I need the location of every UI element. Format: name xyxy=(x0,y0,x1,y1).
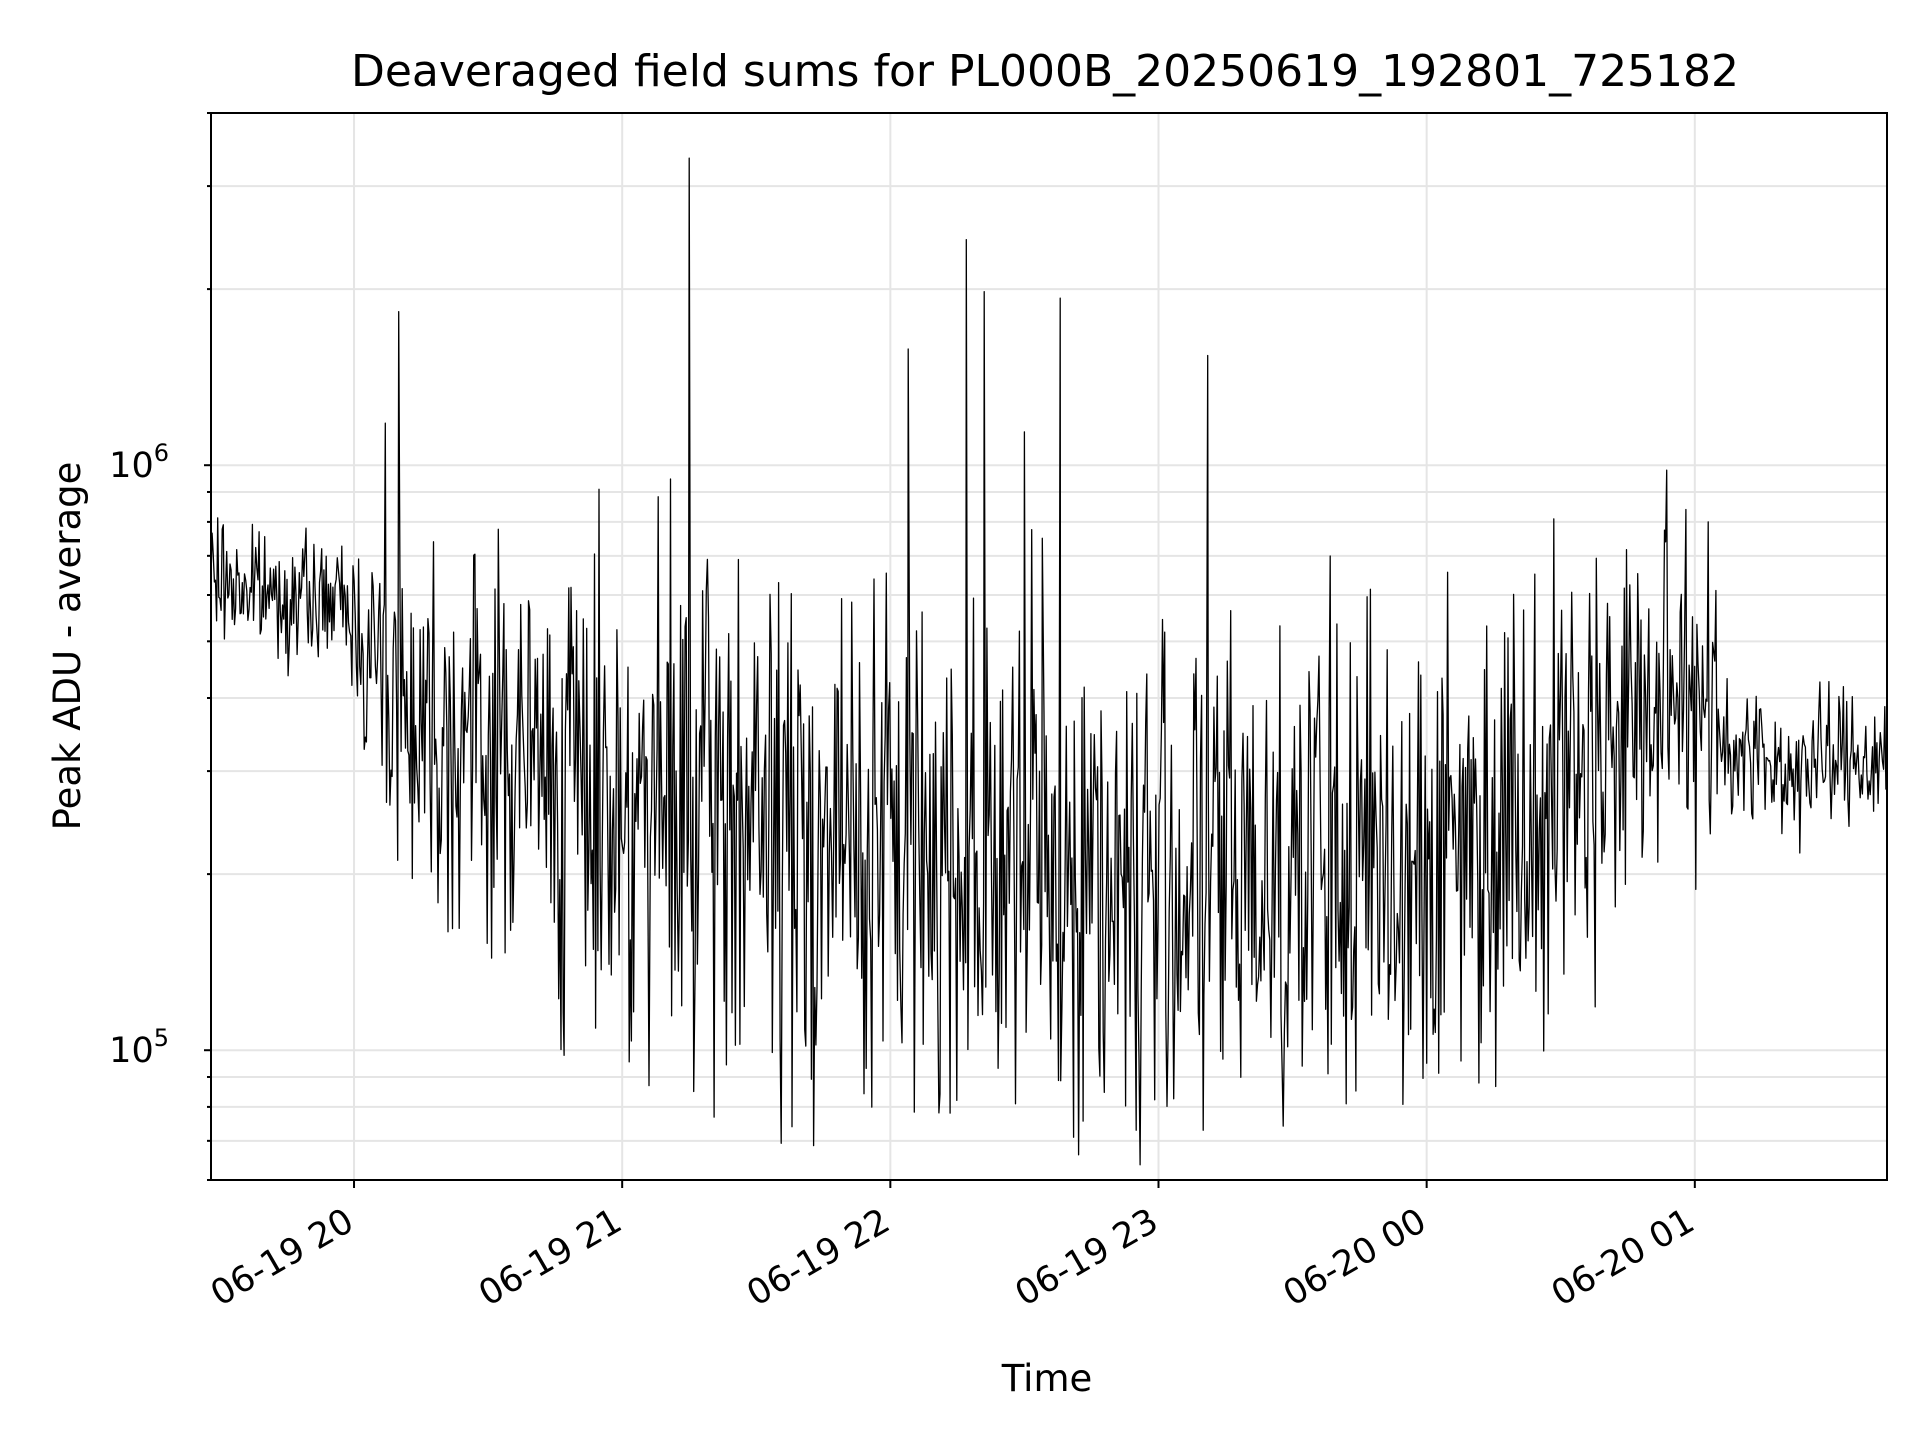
grid xyxy=(211,112,1887,1181)
y-tick-label: 105 xyxy=(109,1024,169,1071)
x-tick-label: 06-19 20 xyxy=(204,1201,360,1314)
x-tick-label: 06-20 01 xyxy=(1545,1201,1701,1314)
series-line xyxy=(210,157,1888,1166)
axes-frame xyxy=(210,112,1888,1181)
x-tick-label: 06-19 22 xyxy=(741,1201,897,1314)
x-tick-label: 06-20 00 xyxy=(1277,1201,1433,1314)
x-tick-label: 06-19 21 xyxy=(472,1201,628,1314)
x-tick-label: 06-19 23 xyxy=(1009,1201,1165,1314)
x-axis-label: Time xyxy=(1001,1357,1093,1400)
chart-title: Deaveraged field sums for PL000B_2025061… xyxy=(351,46,1739,97)
ticks: 06-19 20 06-19 21 06-19 22 06-19 23 06-20 00… xyxy=(109,112,1701,1314)
y-axis-label: Peak ADU - average xyxy=(46,462,89,831)
y-tick-label: 106 xyxy=(109,439,169,486)
plot-area xyxy=(210,157,1888,1166)
